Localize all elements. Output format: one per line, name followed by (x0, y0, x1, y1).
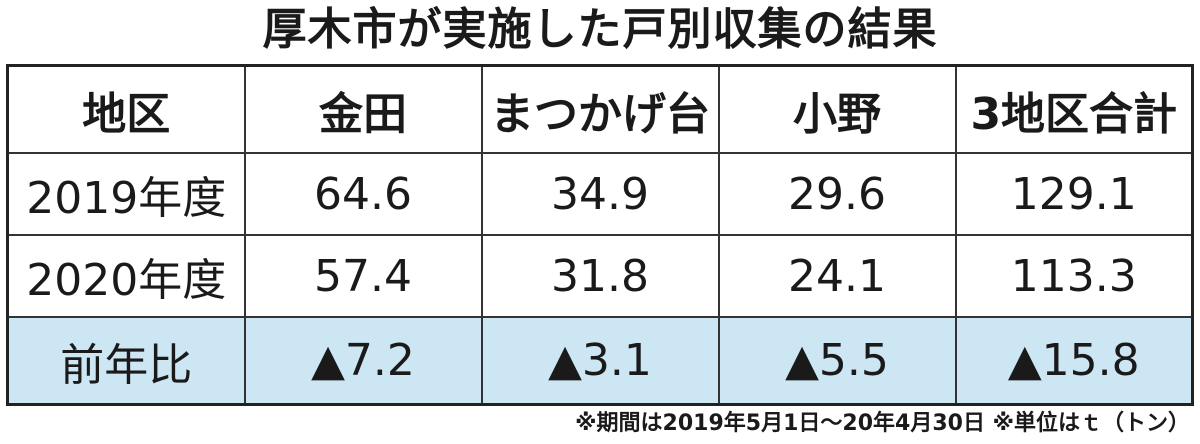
row-label: 前年比 (6, 316, 246, 406)
table-cell: 64.6 (243, 152, 483, 236)
chart-title: 厚木市が実施した戸別収集の結果 (262, 4, 938, 55)
table-cell: 113.3 (954, 234, 1194, 318)
header-cell-kaneda: 金田 (243, 64, 483, 154)
table-cell: 31.8 (480, 234, 720, 318)
header-cell-district: 地区 (6, 64, 246, 154)
table-cell: ▲5.5 (717, 316, 957, 406)
table-row: 2020年度 57.4 31.8 24.1 113.3 (6, 234, 1194, 318)
header-row: 地区 金田 まつかげ台 小野 3地区合計 (6, 64, 1194, 154)
table-cell: 24.1 (717, 234, 957, 318)
table-cell: 34.9 (480, 152, 720, 236)
change-row: 前年比 ▲7.2 ▲3.1 ▲5.5 ▲15.8 (6, 316, 1194, 406)
footnote: ※期間は2019年5月1日〜20年4月30日 ※単位はｔ（トン） (575, 411, 1190, 436)
data-table: 地区 金田 まつかげ台 小野 3地区合計 2019年度 64.6 34.9 29… (6, 64, 1194, 406)
header-cell-ono: 小野 (717, 64, 957, 154)
table-cell: ▲7.2 (243, 316, 483, 406)
table-cell: 129.1 (954, 152, 1194, 236)
table-cell: ▲15.8 (954, 316, 1194, 406)
header-cell-matsukagedai: まつかげ台 (480, 64, 720, 154)
table-row: 2019年度 64.6 34.9 29.6 129.1 (6, 152, 1194, 236)
header-cell-total: 3地区合計 (954, 64, 1194, 154)
row-label: 2020年度 (6, 234, 246, 318)
table-cell: 57.4 (243, 234, 483, 318)
row-label: 2019年度 (6, 152, 246, 236)
table-cell: 29.6 (717, 152, 957, 236)
table-cell: ▲3.1 (480, 316, 720, 406)
